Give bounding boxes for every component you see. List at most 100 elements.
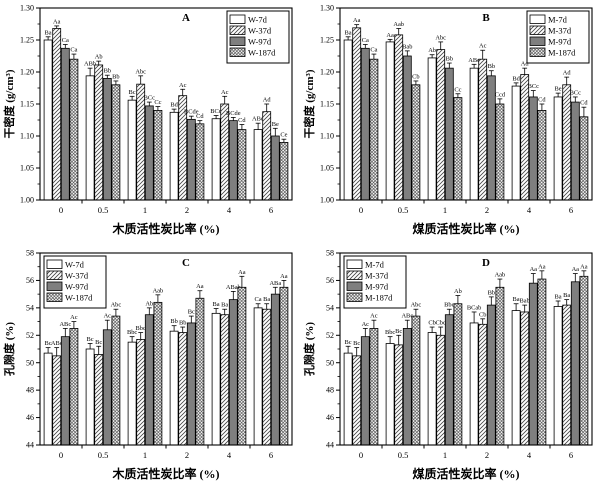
sig-letter: Ab [145, 300, 153, 307]
sig-letter: Bc [45, 340, 52, 347]
sig-letter: Aab [153, 287, 164, 294]
x-category-label: 0.5 [98, 205, 109, 215]
x-category-label: 0.5 [98, 450, 109, 460]
panel-label: B [482, 12, 490, 24]
legend-label: M-187d [548, 48, 576, 58]
bar [444, 67, 454, 201]
sig-letter: Aa [386, 32, 394, 39]
sig-letter: Bb [488, 289, 495, 296]
bar [427, 57, 437, 201]
y-tick-label: 1.00 [320, 196, 334, 205]
bar [352, 27, 362, 201]
x-category-label: 0.5 [398, 450, 409, 460]
bar [537, 110, 547, 201]
plot-box [339, 252, 593, 446]
sig-letter: Cd [238, 117, 246, 124]
y-tick-label: 1.30 [20, 4, 34, 13]
x-category-label: 1 [143, 450, 147, 460]
sig-letter: Ab [95, 54, 103, 61]
legend-label: W-97d [248, 37, 272, 47]
sig-letter: Ca [370, 47, 377, 54]
legend-label: W-37d [248, 26, 272, 36]
sig-letter: Bc [129, 89, 136, 96]
legend-swatch [346, 259, 363, 269]
bar [127, 99, 137, 201]
sig-letter: Ab [454, 288, 462, 295]
sig-letter: Cb [412, 73, 419, 80]
bar [144, 105, 154, 201]
sig-letter: Cbc [436, 320, 446, 327]
y-tick-label: 56 [26, 276, 34, 285]
legend-label: W-7d [65, 260, 85, 270]
bar [385, 343, 395, 446]
bar [69, 328, 79, 446]
x-category-label: 6 [269, 450, 273, 460]
sig-letter: Cd [538, 97, 546, 104]
y-tick-label: 1.10 [320, 132, 334, 141]
bar [385, 41, 395, 201]
bar [85, 75, 95, 201]
bar [511, 85, 521, 201]
y-tick-label: 1.15 [20, 100, 34, 109]
y-tick-label: 1.00 [20, 196, 34, 205]
legend-swatch [229, 14, 246, 24]
legend-swatch [346, 281, 363, 291]
bar [52, 28, 62, 201]
sig-letter: Ba [563, 292, 570, 299]
sig-letter: Bbc [127, 329, 137, 336]
y-tick-label: 1.20 [320, 68, 334, 77]
sig-letter: Ca [255, 296, 262, 303]
panel-b-dry-density-coal: 1.00 1.05 1.10 1.15 1.20 1.25 1.30 Ba Aa Ab ABc Bd B… [300, 0, 600, 245]
legend-label: M-7d [548, 15, 568, 25]
y-tick-label: 50 [326, 358, 334, 367]
sig-letter: Bc [87, 336, 94, 343]
bar [537, 278, 547, 446]
bar [486, 304, 496, 446]
sig-letter: Bc [395, 328, 402, 335]
sig-letter: Aa [280, 273, 288, 280]
sig-letter: Ba [345, 29, 352, 36]
legend-label: M-187d [365, 293, 393, 303]
sig-letter: Cc [454, 86, 461, 93]
x-category-label: 0 [359, 205, 363, 215]
legend-swatch [46, 259, 63, 269]
sig-letter: Ad [563, 70, 572, 77]
bar [94, 354, 104, 446]
x-category-label: 4 [527, 205, 532, 215]
x-category-label: 2 [485, 205, 489, 215]
sig-letter: Ac [370, 313, 378, 320]
bar [469, 322, 479, 446]
sig-letter: Bc [345, 339, 352, 346]
y-tick-label: 54 [26, 303, 34, 312]
sig-letter: Ac [179, 82, 187, 89]
y-tick-label: 1.05 [20, 164, 34, 173]
bar [520, 74, 530, 201]
x-axis-label: 木质活性炭比率 (%) [112, 466, 220, 481]
sig-letter: ABd [252, 116, 265, 123]
bar [253, 129, 263, 201]
legend-label: W-97d [65, 282, 89, 292]
sig-letter: Cc [154, 99, 161, 106]
sig-letter: Bc [353, 340, 360, 347]
bar [220, 103, 230, 201]
bar [360, 336, 370, 446]
legend-swatch [229, 36, 246, 46]
panel-a-dry-density-wood: 1.00 1.05 1.10 1.15 1.20 1.25 1.30 Ba ABb Bc Bd BCd… [0, 0, 300, 245]
sig-letter: BCde [184, 109, 199, 116]
bar [228, 120, 238, 201]
sig-letter: Cb [479, 311, 486, 318]
y-tick-label: 56 [326, 276, 334, 285]
bar [343, 39, 353, 201]
sig-letter: ABb [84, 61, 96, 68]
bar [495, 286, 505, 446]
x-category-label: 4 [527, 450, 532, 460]
sig-letter: Ad [263, 97, 272, 104]
x-axis-label: 煤质活性炭比率 (%) [413, 221, 520, 236]
legend-swatch [346, 270, 363, 280]
legend-swatch [229, 47, 246, 57]
sig-letter: Cd [580, 100, 588, 107]
bar [195, 297, 205, 446]
sig-letter: Bbc [136, 325, 146, 332]
x-category-label: 0 [59, 205, 63, 215]
